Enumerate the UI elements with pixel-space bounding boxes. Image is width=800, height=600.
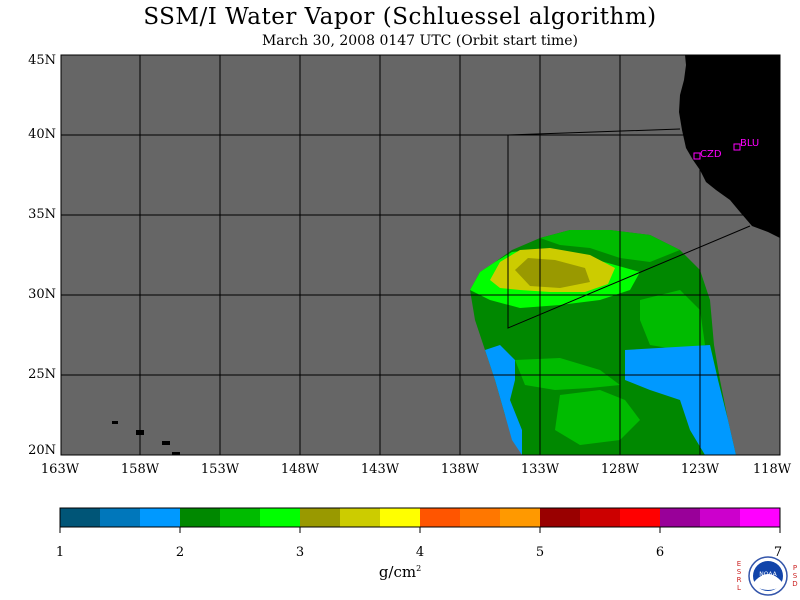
colorbar-swatch bbox=[540, 508, 581, 527]
lon-label-158w: 158W bbox=[120, 462, 160, 477]
lon-label-148w: 148W bbox=[280, 462, 320, 477]
colorbar-tick-6: 6 bbox=[655, 545, 665, 560]
colorbar-unit-text: g/cm bbox=[378, 563, 417, 581]
lon-label-143w: 143W bbox=[360, 462, 400, 477]
colorbar-swatch bbox=[660, 508, 701, 527]
colorbar-swatch bbox=[580, 508, 621, 527]
colorbar-swatch bbox=[340, 508, 381, 527]
lon-label-123w: 123W bbox=[680, 462, 720, 477]
logo-right-letters: P S D bbox=[791, 564, 799, 588]
colorbar-swatch bbox=[620, 508, 661, 527]
logo-right-letter: S bbox=[792, 572, 798, 580]
colorbar-tick-5: 5 bbox=[535, 545, 545, 560]
colorbar-swatch bbox=[700, 508, 741, 527]
logo-left-letters: E S R L bbox=[735, 560, 743, 592]
station-blu-label: BLU bbox=[740, 138, 759, 149]
station-blu-marker bbox=[733, 143, 741, 151]
lon-label-163w: 163W bbox=[40, 462, 80, 477]
lat-label-35n: 35N bbox=[28, 207, 56, 222]
colorbar-swatch bbox=[220, 508, 261, 527]
lon-label-153w: 153W bbox=[200, 462, 240, 477]
lat-label-20n: 20N bbox=[28, 443, 56, 458]
colorbar-swatch bbox=[420, 508, 461, 527]
analysis-region-outline bbox=[507, 128, 751, 329]
colorbar-swatch bbox=[260, 508, 301, 527]
lat-label-45n: 45N bbox=[28, 53, 56, 68]
station-czd-marker bbox=[693, 152, 701, 160]
lon-label-138w: 138W bbox=[440, 462, 480, 477]
logo-left-letter: S bbox=[736, 568, 742, 576]
colorbar-swatch bbox=[740, 508, 781, 527]
colorbar-tick-1: 1 bbox=[55, 545, 65, 560]
colorbar-swatch bbox=[60, 508, 101, 527]
noaa-logo-text: NOAA bbox=[759, 571, 777, 578]
land-north-america bbox=[679, 55, 780, 238]
colorbar-tick-4: 4 bbox=[415, 545, 425, 560]
map-title: SSM/I Water Vapor (Schluessel algorithm) bbox=[143, 4, 657, 30]
water-vapor-swath bbox=[470, 230, 736, 455]
colorbar-unit-sup: 2 bbox=[416, 564, 422, 573]
colorbar-swatch bbox=[300, 508, 341, 527]
colorbar-tick-2: 2 bbox=[175, 545, 185, 560]
logo-right-letter: D bbox=[792, 580, 798, 588]
lon-label-118w: 118W bbox=[752, 462, 792, 477]
lat-label-30n: 30N bbox=[28, 287, 56, 302]
logo-right-letter: P bbox=[792, 564, 798, 572]
colorbar-tick-7: 7 bbox=[773, 545, 783, 560]
colorbar-tick-marks bbox=[59, 527, 781, 533]
lat-label-40n: 40N bbox=[28, 127, 56, 142]
logo-left-letter: E bbox=[736, 560, 742, 568]
lat-label-25n: 25N bbox=[28, 367, 56, 382]
logo-left-letter: R bbox=[736, 576, 742, 584]
colorbar-swatch bbox=[100, 508, 141, 527]
lon-label-128w: 128W bbox=[600, 462, 640, 477]
station-czd-label: CZD bbox=[700, 149, 722, 160]
noaa-logo: NOAA bbox=[748, 556, 788, 596]
map-grid bbox=[61, 55, 780, 455]
colorbar-swatch bbox=[380, 508, 421, 527]
colorbar-swatch bbox=[460, 508, 501, 527]
logo-left-letter: L bbox=[737, 584, 741, 592]
colorbar-unit: g/cm2 bbox=[370, 563, 430, 581]
colorbar-swatch bbox=[140, 508, 181, 527]
lon-label-133w: 133W bbox=[520, 462, 560, 477]
colorbar bbox=[60, 508, 781, 527]
colorbar-swatch bbox=[180, 508, 221, 527]
map-frame bbox=[60, 54, 781, 456]
colorbar-tick-3: 3 bbox=[295, 545, 305, 560]
map-subtitle: March 30, 2008 0147 UTC (Orbit start tim… bbox=[261, 33, 579, 49]
colorbar-swatch bbox=[500, 508, 541, 527]
